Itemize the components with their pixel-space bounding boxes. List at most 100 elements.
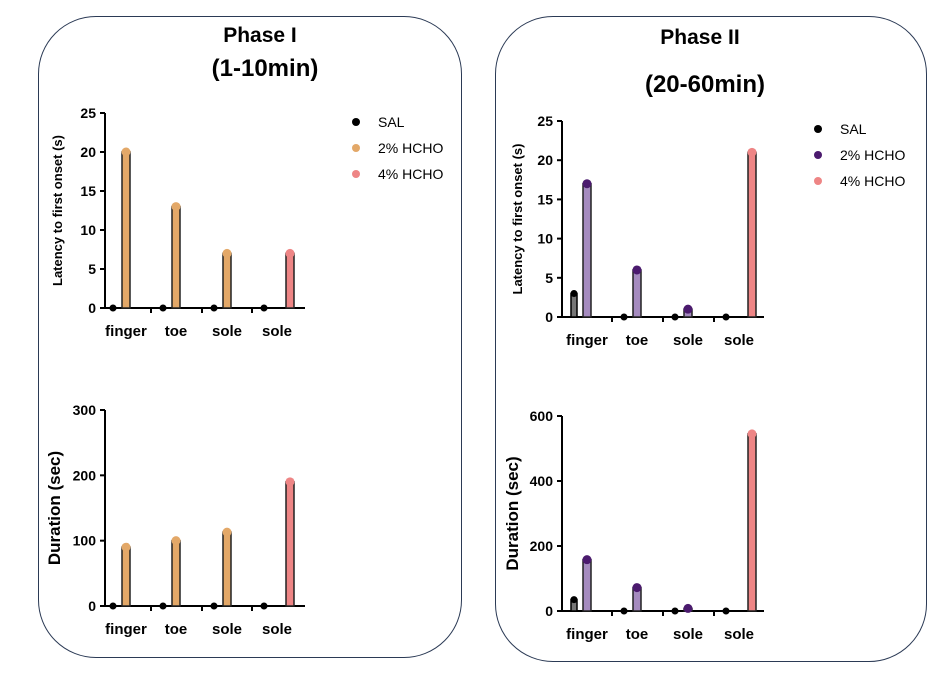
chart4-ytick-label: 200 [530,538,554,554]
chart1-ytick-label: 0 [88,300,96,316]
chart2-bar-2hcho [171,539,181,607]
chart3-y-axis-label: Latency to first onset (s) [510,144,525,295]
chart2-y-axis-label: Duration (sec) [45,451,64,565]
chart1-legend-label: 4% HCHO [378,166,443,182]
chart3-category-label: sole [724,332,754,349]
phase-2-subtitle: (20-60min) [644,71,766,98]
chart2-category-label: sole [262,621,292,638]
chart3-ytick-label: 15 [537,191,553,207]
chart3-legend-label: SAL [840,121,867,137]
chart1-category-label: sole [262,323,292,340]
chart4-bar-4hcho [747,433,757,612]
chart3-category-label: finger [566,332,608,349]
chart1-ytick-label: 15 [80,183,96,199]
chart3-point-sal [671,313,679,321]
chart3-legend-label: 4% HCHO [840,173,905,189]
chart3-bar-2hcho [632,269,642,318]
chart1-bar-2hcho [222,252,232,309]
chart3-point-sal [570,289,578,297]
chart1-bar-2hcho [121,151,131,309]
chart1-legend-label: 2% HCHO [378,140,443,156]
chart4-y-axis-label: Duration (sec) [503,456,522,570]
chart3-legend-label: 2% HCHO [840,147,905,163]
chart3-bar-4hcho [747,151,757,318]
chart2-bar-2hcho [121,546,131,607]
chart4-ytick-label: 400 [530,473,554,489]
chart4-ytick-label: 0 [545,603,553,619]
chart4-category-label: sole [673,626,703,643]
chart1-legend-label: SAL [378,114,405,130]
phase-2-title: Phase II [660,26,740,49]
chart2-ytick-label: 300 [73,402,97,418]
chart2-point-sal [260,602,268,610]
chart3-point-2hcho [632,265,642,275]
chart2-point-sal [109,602,117,610]
chart3-category-label: sole [673,332,703,349]
chart3-point-2hcho [582,179,592,189]
chart3-legend-marker [814,125,822,133]
chart3-legend-marker [814,177,822,185]
chart3-ytick-label: 10 [537,231,553,247]
chart4-category-label: finger [566,626,608,643]
chart2-point-2hcho [171,536,181,546]
chart2-point-2hcho [121,542,131,552]
chart2-point-sal [159,602,167,610]
chart1-y-axis-label: Latency to first onset (s) [50,135,65,286]
chart3-bar-sal [570,292,578,318]
chart2-point-2hcho [222,527,232,537]
phase-1-subtitle: (1-10min) [211,55,319,82]
chart3-ytick-label: 20 [537,152,553,168]
chart3-category-label: toe [626,332,649,349]
chart4-ytick-label: 600 [530,408,554,424]
chart1-point-sal [159,304,167,312]
chart4-category-label: toe [626,626,649,643]
chart3-bar-2hcho [582,182,592,318]
chart3-point-sal [722,313,730,321]
chart2-category-label: toe [165,621,188,638]
chart1-point-4hcho [285,248,295,258]
phase-1-title: Phase I [223,24,297,47]
chart4-bar-2hcho [582,558,592,612]
chart2-ytick-label: 200 [73,467,97,483]
chart4-point-sal [671,607,679,615]
chart1-ytick-label: 25 [80,105,96,121]
chart3-ytick-label: 5 [545,270,553,286]
chart1-ytick-label: 10 [80,222,96,238]
chart2-point-sal [210,602,218,610]
chart4-point-sal [620,607,628,615]
chart1-point-sal [109,304,117,312]
chart1-ytick-label: 20 [80,144,96,160]
chart1-bar-4hcho [285,252,295,309]
chart3-point-4hcho [747,147,757,157]
chart1-category-label: toe [165,323,188,340]
chart4-point-2hcho [632,583,642,593]
chart2-ytick-label: 100 [73,533,97,549]
chart3-ytick-label: 0 [545,309,553,325]
chart3-point-2hcho [683,304,693,314]
phase-2-panel [495,16,927,662]
chart2-ytick-label: 0 [88,598,96,614]
chart1-bar-2hcho [171,205,181,309]
chart4-point-2hcho [683,603,693,613]
chart1-point-sal [260,304,268,312]
chart4-point-sal [570,596,578,604]
chart1-point-sal [210,304,218,312]
chart1-ytick-label: 5 [88,261,96,277]
chart2-category-label: sole [212,621,242,638]
chart1-category-label: sole [212,323,242,340]
chart2-category-label: finger [105,621,147,638]
chart2-bar-2hcho [222,531,232,607]
chart4-point-4hcho [747,429,757,439]
chart2-point-4hcho [285,477,295,487]
chart4-point-sal [722,607,730,615]
phase-1-panel [38,16,462,658]
chart3-point-sal [620,313,628,321]
chart4-category-label: sole [724,626,754,643]
chart2-bar-4hcho [285,481,295,607]
chart1-point-2hcho [222,248,232,258]
chart3-ytick-label: 25 [537,113,553,129]
chart1-category-label: finger [105,323,147,340]
chart1-legend-marker [352,170,360,178]
chart1-legend-marker [352,118,360,126]
